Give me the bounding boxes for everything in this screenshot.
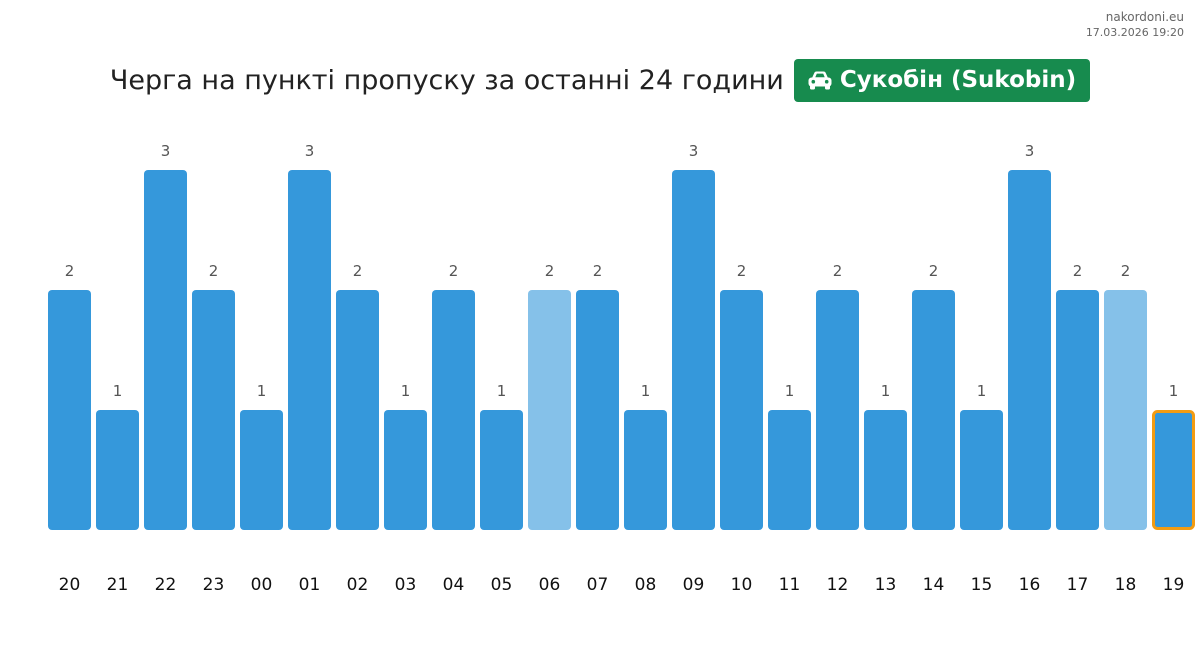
value-label-06: 2 — [545, 262, 555, 280]
x-tick-06: 06 — [539, 575, 561, 595]
value-label-03: 1 — [401, 382, 411, 400]
x-tick-19: 19 — [1163, 575, 1185, 595]
x-tick-05: 05 — [491, 575, 513, 595]
x-tick-08: 08 — [635, 575, 657, 595]
bar-02[interactable] — [336, 290, 379, 530]
x-tick-13: 13 — [875, 575, 897, 595]
x-tick-23: 23 — [203, 575, 225, 595]
x-tick-16: 16 — [1019, 575, 1041, 595]
value-label-21: 1 — [113, 382, 123, 400]
bar-13[interactable] — [864, 410, 907, 530]
value-label-00: 1 — [257, 382, 267, 400]
x-tick-10: 10 — [731, 575, 753, 595]
value-label-11: 1 — [785, 382, 795, 400]
x-tick-02: 02 — [347, 575, 369, 595]
value-label-07: 2 — [593, 262, 603, 280]
value-label-23: 2 — [209, 262, 219, 280]
x-tick-21: 21 — [107, 575, 129, 595]
value-label-09: 3 — [689, 142, 699, 160]
bar-05[interactable] — [480, 410, 523, 530]
value-label-01: 3 — [305, 142, 315, 160]
x-tick-22: 22 — [155, 575, 177, 595]
car-icon — [808, 71, 832, 90]
value-label-18: 2 — [1121, 262, 1131, 280]
x-tick-11: 11 — [779, 575, 801, 595]
x-tick-01: 01 — [299, 575, 321, 595]
value-label-19: 1 — [1169, 382, 1179, 400]
value-label-08: 1 — [641, 382, 651, 400]
value-label-15: 1 — [977, 382, 987, 400]
site-info: nakordoni.eu 17.03.2026 19:20 — [1086, 9, 1184, 41]
x-tick-17: 17 — [1067, 575, 1089, 595]
bar-21[interactable] — [96, 410, 139, 530]
bar-01[interactable] — [288, 170, 331, 530]
value-label-12: 2 — [833, 262, 843, 280]
bar-08[interactable] — [624, 410, 667, 530]
checkpoint-badge[interactable]: Сукобін (Sukobin) — [793, 58, 1091, 102]
x-tick-20: 20 — [59, 575, 81, 595]
bar-09[interactable] — [672, 170, 715, 530]
bar-16[interactable] — [1008, 170, 1051, 530]
value-label-13: 1 — [881, 382, 891, 400]
bar-04[interactable] — [432, 290, 475, 530]
value-label-22: 3 — [161, 142, 171, 160]
bar-14[interactable] — [912, 290, 955, 530]
bar-12[interactable] — [816, 290, 859, 530]
x-tick-03: 03 — [395, 575, 417, 595]
bar-00[interactable] — [240, 410, 283, 530]
value-label-10: 2 — [737, 262, 747, 280]
value-label-14: 2 — [929, 262, 939, 280]
x-tick-07: 07 — [587, 575, 609, 595]
x-tick-09: 09 — [683, 575, 705, 595]
bar-22[interactable] — [144, 170, 187, 530]
bar-18[interactable] — [1104, 290, 1147, 530]
bar-19[interactable] — [1152, 410, 1195, 530]
x-tick-00: 00 — [251, 575, 273, 595]
timestamp: 17.03.2026 19:20 — [1085, 26, 1184, 39]
value-label-20: 2 — [65, 262, 75, 280]
x-tick-12: 12 — [827, 575, 849, 595]
page-title: Черга на пункті пропуску за останні 24 г… — [109, 64, 784, 96]
x-tick-18: 18 — [1115, 575, 1137, 595]
bar-10[interactable] — [720, 290, 763, 530]
bar-07[interactable] — [576, 290, 619, 530]
chart-header: Черга на пункті пропуску за останні 24 г… — [0, 58, 1200, 102]
bar-06[interactable] — [528, 290, 571, 530]
x-tick-04: 04 — [443, 575, 465, 595]
bar-20[interactable] — [48, 290, 91, 530]
bar-15[interactable] — [960, 410, 1003, 530]
x-tick-14: 14 — [923, 575, 945, 595]
value-label-02: 2 — [353, 262, 363, 280]
site-domain: nakordoni.eu — [1105, 10, 1184, 24]
checkpoint-name: Сукобін (Sukobin) — [839, 67, 1077, 93]
bar-23[interactable] — [192, 290, 235, 530]
value-label-05: 1 — [497, 382, 507, 400]
x-tick-15: 15 — [971, 575, 993, 595]
bar-03[interactable] — [384, 410, 427, 530]
value-label-04: 2 — [449, 262, 459, 280]
value-label-16: 3 — [1025, 142, 1035, 160]
bar-17[interactable] — [1056, 290, 1099, 530]
value-label-17: 2 — [1073, 262, 1083, 280]
bar-11[interactable] — [768, 410, 811, 530]
